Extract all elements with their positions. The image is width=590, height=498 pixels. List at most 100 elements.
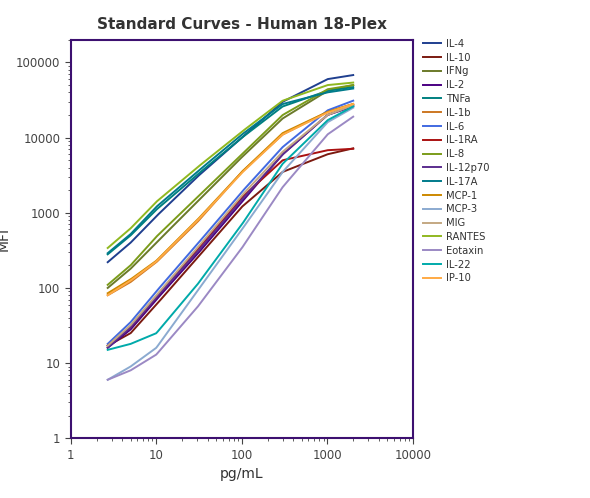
Line: IL-12p70: IL-12p70 [108, 105, 353, 348]
IL-17A [254, 120, 261, 125]
IL-17A [250, 123, 257, 129]
IL-12p70 [105, 344, 112, 350]
IL-4 [311, 83, 318, 89]
IL-10 [254, 190, 261, 196]
IL-12p70 [254, 179, 261, 185]
IL-6 [311, 118, 318, 124]
IL-1RA [105, 342, 112, 348]
IP-10 [104, 292, 112, 298]
IL-1b [254, 154, 261, 160]
IL-1b [250, 158, 257, 164]
IP-10 [250, 159, 257, 165]
MCP-1 [250, 157, 257, 163]
MIG [250, 181, 257, 187]
IL-4 [104, 259, 112, 265]
Eotaxin [105, 376, 112, 382]
Eotaxin [104, 377, 112, 383]
MCP-1 [105, 290, 112, 296]
MIG [250, 180, 257, 186]
IP-10 [105, 292, 112, 298]
TNFa [250, 126, 257, 132]
IL-8 [311, 94, 318, 100]
IL-8 [350, 82, 357, 88]
IL-2 [350, 104, 357, 110]
MCP-3 [105, 376, 112, 382]
MCP-3 [350, 105, 357, 111]
IL-22 [327, 116, 334, 122]
IL-1RA [311, 150, 318, 156]
IL-12p70 [250, 184, 257, 190]
IL-17A [327, 89, 334, 95]
IL-8 [250, 140, 257, 146]
IL-1b [350, 101, 357, 107]
RANTES [104, 245, 112, 251]
MIG [105, 342, 112, 348]
IL-22 [350, 104, 357, 110]
Y-axis label: MFI: MFI [0, 227, 11, 251]
Line: IFNg: IFNg [108, 85, 353, 288]
IL-2 [105, 344, 112, 350]
MIG [254, 175, 261, 181]
MCP-1 [311, 115, 318, 121]
MIG [311, 123, 318, 128]
IL-1RA [327, 147, 334, 153]
Eotaxin [327, 129, 334, 135]
Line: MCP-1: MCP-1 [108, 104, 353, 293]
Line: IL-1RA: IL-1RA [108, 149, 353, 346]
IL-22 [311, 130, 318, 136]
IL-12p70 [311, 124, 318, 129]
MCP-3 [254, 204, 261, 210]
IL-6 [250, 176, 257, 182]
IL-17A [105, 249, 112, 255]
IL-6 [254, 171, 261, 177]
MCP-1 [104, 290, 112, 296]
IL-1RA [104, 343, 112, 349]
RANTES [250, 120, 257, 126]
IL-1b [311, 116, 318, 122]
Eotaxin [254, 221, 261, 227]
IL-1RA [250, 184, 257, 190]
IL-6 [105, 340, 112, 346]
RANTES [311, 87, 318, 93]
IL-4 [250, 125, 257, 131]
IP-10 [327, 109, 334, 115]
IL-2 [250, 186, 257, 192]
IL-4 [250, 124, 257, 130]
IL-12p70 [327, 111, 334, 117]
IFNg [254, 139, 261, 145]
IFNg [350, 82, 357, 88]
MCP-1 [350, 101, 357, 107]
RANTES [105, 245, 112, 250]
IL-10 [104, 343, 112, 349]
Line: RANTES: RANTES [108, 83, 353, 248]
IL-4 [105, 258, 112, 264]
IL-8 [105, 281, 112, 287]
IL-10 [350, 145, 357, 151]
RANTES [350, 80, 357, 86]
TNFa [250, 125, 257, 131]
IL-4 [327, 76, 334, 82]
IL-8 [250, 140, 257, 146]
IL-10 [327, 151, 334, 157]
IL-17A [104, 250, 112, 256]
Line: IL-6: IL-6 [108, 101, 353, 344]
MIG [350, 102, 357, 108]
Line: IL-22: IL-22 [108, 107, 353, 350]
IP-10 [250, 159, 257, 165]
IL-22 [250, 205, 257, 211]
IL-6 [350, 98, 357, 104]
IL-2 [104, 345, 112, 351]
IL-22 [105, 347, 112, 353]
MCP-3 [104, 377, 112, 383]
IL-17A [311, 93, 318, 99]
IL-1b [250, 159, 257, 165]
Line: IP-10: IP-10 [108, 104, 353, 295]
IFNg [105, 284, 112, 290]
IL-6 [104, 341, 112, 347]
IL-4 [254, 121, 261, 126]
Line: IL-1b: IL-1b [108, 104, 353, 295]
Line: MIG: MIG [108, 105, 353, 346]
IL-12p70 [350, 102, 357, 108]
Title: Standard Curves - Human 18-Plex: Standard Curves - Human 18-Plex [97, 17, 387, 32]
MCP-3 [250, 211, 257, 217]
